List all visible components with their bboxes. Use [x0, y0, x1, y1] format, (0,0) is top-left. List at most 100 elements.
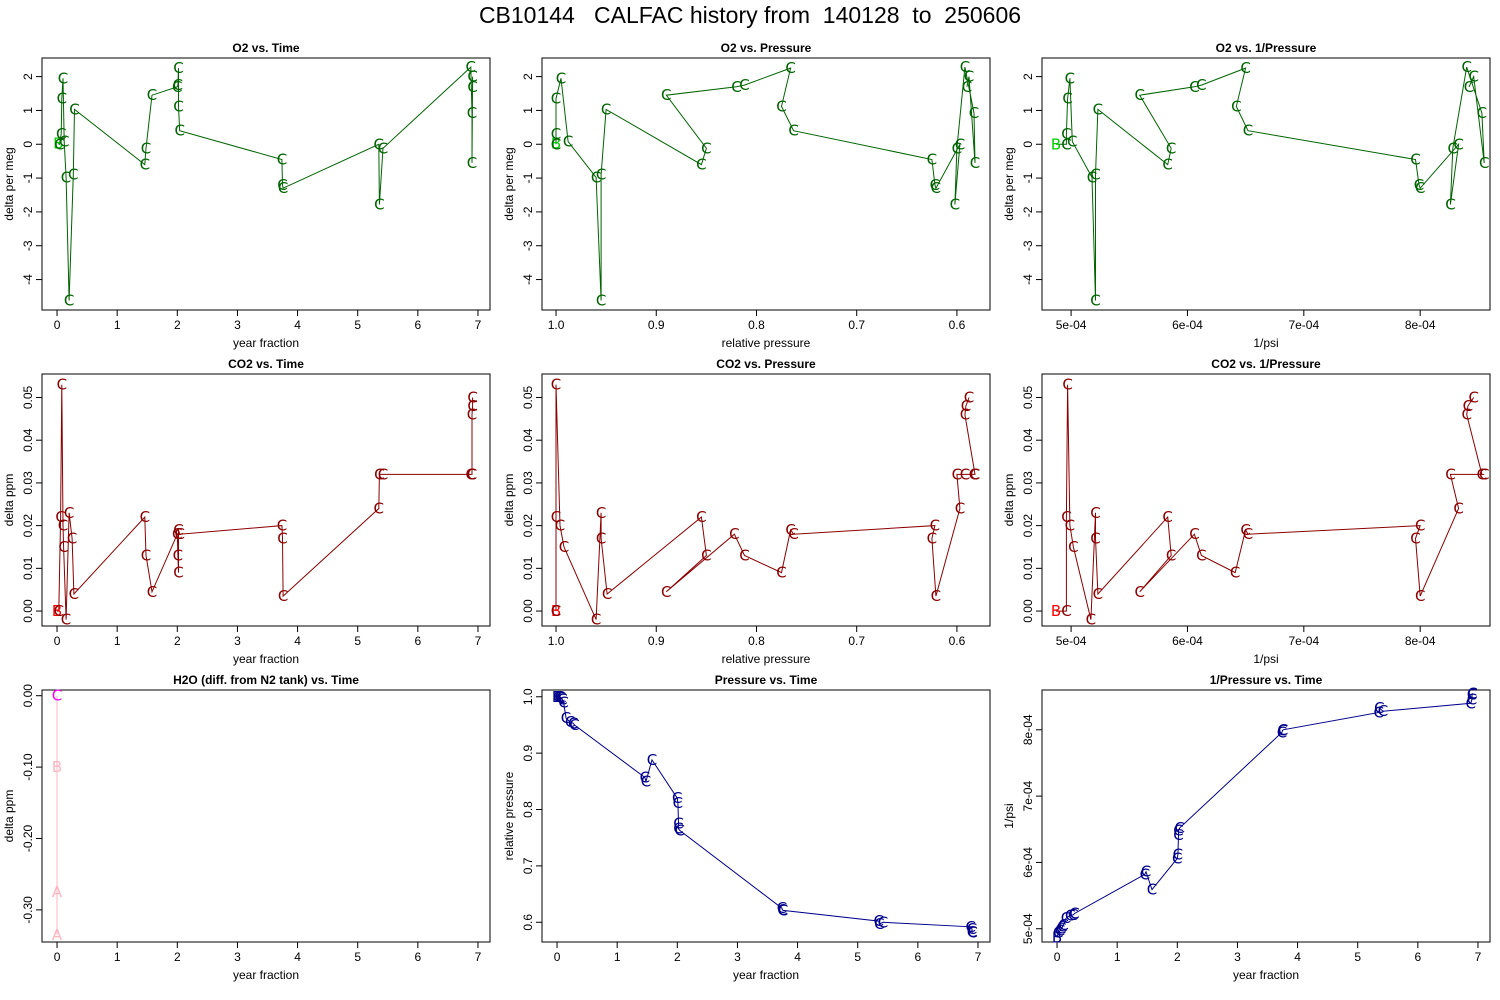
data-point: C	[466, 465, 476, 483]
data-point: C	[1062, 90, 1072, 108]
x-tick-label: 0.7	[848, 634, 865, 648]
x-tick-label: 3	[734, 950, 741, 964]
data-point: C	[930, 517, 940, 535]
data-point: C	[173, 564, 183, 582]
data-point: C	[1415, 517, 1425, 535]
x-tick-label: 4	[294, 634, 301, 648]
data-point: C	[1173, 845, 1183, 863]
data-point: C	[1061, 508, 1071, 526]
data-point: C	[777, 901, 787, 919]
panel-o2-pressure: O2 vs. Pressure 1.0 0.9 0.8 0.7 0.6 -4 -3 -2 -1 0 1…	[500, 36, 1000, 356]
x-tick-label: 7e-04	[1288, 634, 1319, 648]
data-point: C	[1230, 564, 1240, 582]
x-tick-label: 1	[114, 950, 121, 964]
data-point: C	[673, 794, 683, 812]
panel-co2-inv-pressure: CO2 vs. 1/Pressure 5e-04 6e-04 7e-04 8e-04 0.…	[1000, 352, 1500, 672]
series-line	[1056, 66, 1485, 301]
x-tick-label: 0.9	[648, 318, 665, 332]
y-tick-label: 0.03	[521, 471, 535, 495]
x-axis-label: 1/psi	[1253, 336, 1278, 350]
data-point: C	[1479, 154, 1489, 172]
data-point: C	[64, 292, 74, 310]
data-point: C	[1068, 538, 1078, 556]
data-point: C	[1173, 822, 1183, 840]
data-point: C	[174, 122, 184, 140]
data-point: C	[596, 292, 606, 310]
y-axis-label: relative pressure	[502, 771, 516, 860]
data-point: C	[927, 529, 937, 547]
data-point: C	[1065, 517, 1075, 535]
x-tick-label: 1.0	[548, 634, 565, 648]
data-point: C	[173, 76, 183, 94]
y-tick-label: 2	[1021, 73, 1035, 80]
x-tick-label: 4	[294, 318, 301, 332]
data-point: C	[1453, 500, 1463, 518]
data-point: C	[67, 529, 77, 547]
x-tick-label: 8e-04	[1405, 634, 1436, 648]
data-point: C	[591, 168, 601, 186]
data-point: C	[596, 529, 606, 547]
plot-frame	[1041, 689, 1491, 943]
x-tick-label: 2	[174, 950, 181, 964]
x-tick-label: 0.8	[748, 634, 765, 648]
chart-title: CO2 vs. Pressure	[716, 357, 816, 371]
data-point: C	[565, 713, 575, 731]
data-point: C	[647, 751, 657, 769]
data-point: C	[1477, 104, 1487, 122]
data-point: C	[1189, 78, 1199, 96]
data-point: C	[58, 517, 68, 535]
y-axis-label: 1/psi	[1002, 803, 1016, 828]
data-point: C	[1240, 59, 1250, 77]
data-point: C	[467, 465, 477, 483]
data-point: C	[1093, 585, 1103, 603]
series-line	[57, 384, 474, 620]
plot-frame	[41, 373, 491, 627]
x-tick-label: 6	[414, 634, 421, 648]
data-point: C	[466, 58, 476, 76]
data-point: C	[1058, 916, 1068, 934]
x-tick-label: 2	[174, 318, 181, 332]
data-point: C	[1173, 826, 1183, 844]
data-point: C	[378, 139, 388, 157]
x-tick-label: 7	[975, 950, 982, 964]
data-point: C	[553, 688, 563, 706]
data-point: C	[54, 135, 64, 153]
data-point: B	[1051, 602, 1061, 620]
y-tick-label: 2	[21, 73, 35, 80]
data-point: C	[568, 714, 578, 732]
data-point: C	[1231, 97, 1241, 115]
x-tick-label: 7	[475, 318, 482, 332]
data-point: C	[551, 90, 561, 108]
data-point: C	[277, 176, 287, 194]
y-axis-label: delta per meg	[1002, 147, 1016, 220]
data-point: C	[739, 547, 749, 565]
data-point: A	[52, 926, 63, 944]
data-point: C	[1410, 529, 1420, 547]
data-point: C	[931, 179, 941, 197]
data-point: C	[785, 59, 795, 77]
data-point: C	[551, 602, 561, 620]
data-point: B	[1051, 135, 1061, 153]
data-point: C	[1172, 849, 1182, 867]
plot-frame	[1041, 57, 1491, 311]
chart-title: O2 vs. Time	[232, 41, 299, 55]
data-point: C	[1467, 686, 1477, 704]
x-tick-label: 1	[1114, 950, 1121, 964]
series-line	[1056, 384, 1485, 620]
data-point: C	[561, 709, 571, 727]
data-point: C	[1166, 139, 1176, 157]
y-tick-label: -0.20	[21, 824, 35, 852]
y-tick-label: -3	[521, 240, 535, 251]
data-point: C	[59, 133, 69, 151]
x-tick-label: 1	[614, 950, 621, 964]
data-point: C	[551, 376, 561, 394]
data-point: C	[69, 100, 79, 118]
x-tick-label: 2	[1174, 950, 1181, 964]
data-point: C	[960, 406, 970, 424]
data-point: C	[701, 139, 711, 157]
y-tick-label: 8e-04	[1021, 714, 1035, 745]
x-tick-label: 0	[54, 318, 61, 332]
data-point: C	[52, 687, 62, 705]
data-point: C	[785, 521, 795, 539]
data-point: C	[374, 465, 384, 483]
